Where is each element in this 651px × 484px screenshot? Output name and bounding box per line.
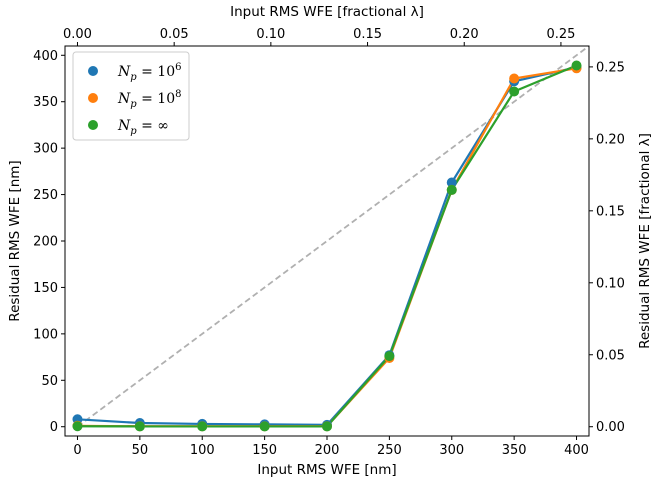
y-tick-label-3: 150	[33, 281, 58, 296]
top-tick-label-1: 0.05	[160, 27, 189, 42]
legend-marker-0	[88, 66, 98, 76]
top-tick-label-5: 0.25	[546, 27, 575, 42]
reference-dashed-line	[76, 46, 589, 428]
y-tick-label-6: 300	[33, 142, 58, 157]
series-2-point-1	[134, 421, 145, 432]
top-tick-label-4: 0.20	[450, 27, 479, 42]
right-tick-label-5: 0.25	[596, 60, 625, 75]
x-tick-label-2: 100	[190, 443, 215, 458]
legend-label-2: Np = ∞	[117, 118, 169, 137]
series-2-point-4	[322, 421, 332, 432]
legend-label-1: Np = 108	[117, 89, 181, 110]
series-2-point-2	[197, 421, 208, 432]
x-tick-label-6: 300	[439, 443, 464, 458]
top-axis-title: Input RMS WFE [fractional λ]	[230, 4, 424, 20]
x-tick-label-5: 250	[377, 443, 402, 458]
series-1-point-7	[509, 73, 520, 84]
y-tick-label-5: 250	[33, 188, 58, 203]
series-2-point-7	[509, 86, 520, 97]
y-tick-label-0: 0	[50, 420, 58, 435]
series-2-point-0	[72, 421, 83, 432]
x-tick-label-4: 200	[315, 443, 340, 458]
series-2-point-3	[259, 421, 270, 432]
y-axis-title: Residual RMS WFE [nm]	[7, 160, 23, 321]
y-tick-label-8: 400	[33, 49, 58, 64]
y-tick-label-4: 200	[33, 235, 58, 250]
top-tick-label-3: 0.15	[353, 27, 382, 42]
series-2-point-5	[384, 351, 395, 362]
legend-label-0: Np = 106	[117, 62, 181, 83]
y-tick-label-1: 50	[41, 374, 58, 389]
right-tick-label-0: 0.00	[596, 420, 625, 435]
right-tick-label-2: 0.10	[596, 276, 625, 291]
right-tick-label-4: 0.20	[596, 132, 625, 147]
right-tick-label-1: 0.05	[596, 348, 625, 363]
top-tick-label-0: 0.00	[63, 27, 92, 42]
x-tick-label-3: 150	[252, 443, 277, 458]
x-tick-label-1: 50	[132, 443, 149, 458]
x-axis-title: Input RMS WFE [nm]	[257, 462, 396, 478]
legend-box	[72, 51, 190, 141]
y-tick-label-2: 100	[33, 327, 58, 342]
top-tick-label-2: 0.10	[256, 27, 285, 42]
y-tick-label-7: 350	[33, 95, 58, 110]
legend-marker-1	[88, 93, 98, 103]
x-tick-label-7: 350	[502, 443, 527, 458]
series-2-point-6	[446, 184, 457, 195]
x-tick-label-0: 0	[73, 443, 81, 458]
series-2-point-8	[571, 60, 582, 71]
series-0-point-6	[446, 177, 457, 188]
right-axis-title: Residual RMS WFE [fractional λ]	[637, 133, 651, 349]
x-tick-label-8: 400	[564, 443, 589, 458]
legend-marker-2	[88, 120, 98, 130]
right-tick-label-3: 0.15	[596, 204, 625, 219]
